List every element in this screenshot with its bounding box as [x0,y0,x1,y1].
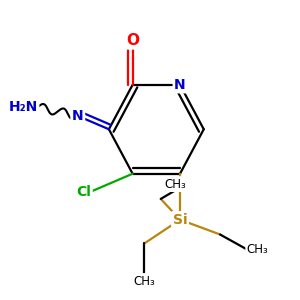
Text: N: N [72,109,84,123]
Text: O: O [126,33,139,48]
Text: H₂N: H₂N [8,100,38,114]
Text: CH₃: CH₃ [134,274,155,287]
Text: CH₃: CH₃ [247,243,268,256]
Text: CH₃: CH₃ [164,178,186,190]
Text: N: N [174,78,186,92]
Text: Cl: Cl [76,184,91,199]
Text: Si: Si [173,213,187,227]
